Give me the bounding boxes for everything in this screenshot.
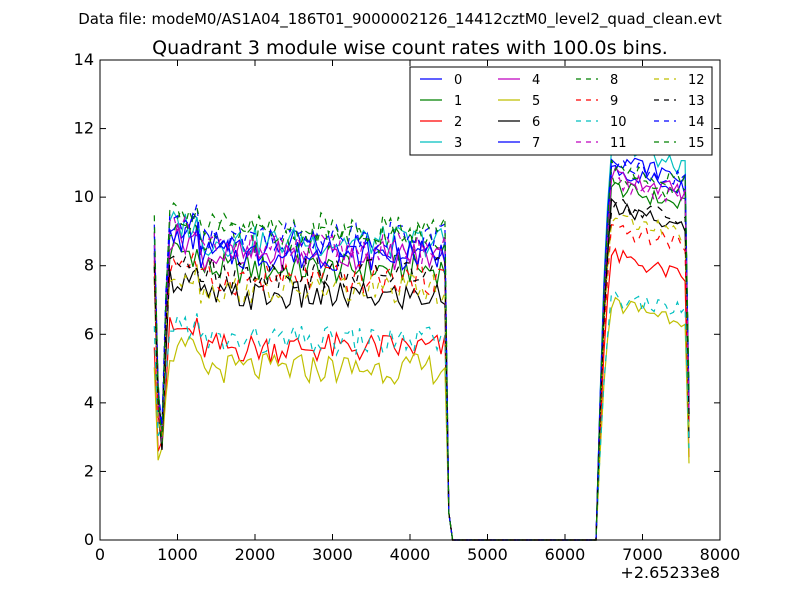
legend-label: 10 [610,115,627,130]
x-tick-label: 7000 [622,545,663,564]
series-line-4 [153,166,690,541]
legend-label: 12 [688,73,705,88]
series-line-2 [153,247,690,541]
x-tick-label: 5000 [467,545,508,564]
x-tick-label: 0 [95,545,105,564]
legend-label: 6 [532,115,540,130]
x-tick-label: 8000 [700,545,741,564]
chart-title: Quadrant 3 module wise count rates with … [152,37,668,59]
legend-label: 15 [688,136,705,151]
series-line-9 [153,223,690,541]
y-tick-label: 14 [74,50,94,69]
x-tick-label: 1000 [157,545,198,564]
y-tick-label: 2 [84,461,94,480]
legend-label: 13 [688,94,705,109]
series-line-1 [153,181,690,541]
legend-label: 11 [610,136,627,151]
legend-box [409,66,713,156]
legend-label: 7 [532,136,540,151]
legend-label: 3 [454,136,462,151]
series-group [153,147,690,541]
series-line-14 [153,159,690,541]
y-tick-label: 0 [84,530,94,549]
x-tick-label: 4000 [390,545,431,564]
series-line-15 [153,159,690,541]
x-tick-label: 6000 [545,545,586,564]
series-line-11 [153,176,690,541]
y-tick-label: 4 [84,393,94,412]
legend-label: 4 [532,73,540,88]
legend-label: 14 [688,115,705,130]
y-tick-label: 6 [84,324,94,343]
x-tick-label: 3000 [312,545,353,564]
x-axis: 0 1000 2000 3000 4000 5000 6000 7000 8000 [95,60,740,564]
series-line-5 [153,296,690,541]
legend-label: 1 [454,94,462,109]
series-line-10 [153,291,690,541]
legend-label: 0 [454,73,462,88]
legend-label: 2 [454,115,462,130]
series-line-6 [153,197,690,541]
legend-label: 8 [610,73,618,88]
y-tick-label: 8 [84,256,94,275]
legend-label: 9 [610,94,618,109]
x-tick-label: 2000 [235,545,276,564]
legend-label: 5 [532,94,540,109]
y-tick-label: 10 [74,187,94,206]
y-tick-label: 12 [74,119,94,138]
x-offset-label: +2.65233e8 [620,563,720,582]
chart-suptitle: Data file: modeM0/AS1A04_186T01_90000021… [78,10,722,29]
